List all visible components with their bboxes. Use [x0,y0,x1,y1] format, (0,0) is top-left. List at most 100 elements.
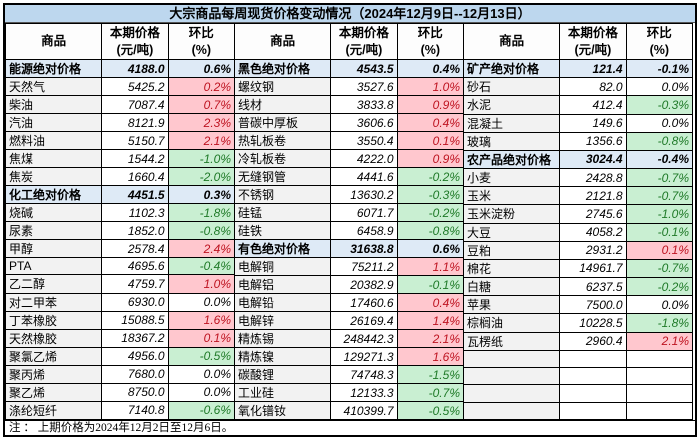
price-cell: 4441.6 [330,167,398,186]
commodity-cell: 黑色绝对价格 [233,59,332,78]
change-cell: 0.0% [625,113,694,133]
change-cell: -0.2% [396,203,465,222]
commodity-cell: 电解铝 [233,275,332,294]
table-row: 大豆 4058.2 -0.1% [462,222,694,242]
change-cell: 0.1% [167,328,236,348]
commodity-group-table: 商品 本期价格 (元/吨) 环比 (%) 矿产绝对价格 121.4 -0.1% 砂石 82.0 0.… [462,23,694,421]
change-header-line2: (%) [191,42,212,57]
price-cell [559,384,627,403]
price-cell: 7087.4 [101,95,169,115]
change-cell: -1.8% [625,313,694,333]
change-cell: 2.1% [396,329,465,348]
commodity-cell: 不锈钢 [233,185,332,204]
commodity-cell: 化工绝对价格 [4,185,103,205]
table-row: 工业硅 12133.3 -0.7% [233,383,465,402]
commodity-cell: 涤纶短纤 [4,400,103,421]
change-cell: -0.5% [167,346,236,366]
price-cell: 18367.2 [101,328,169,348]
table-row: 不锈钢 13630.2 -0.3% [233,185,465,204]
change-header-line1: 环比 [188,26,214,41]
table-row: 电解锌 26169.4 1.4% [233,311,465,330]
commodity-cell: 混凝土 [462,113,561,133]
change-cell: 0.7% [167,95,236,115]
change-cell: -0.1% [396,275,465,294]
change-cell: 2.4% [167,239,236,259]
change-cell: -0.4% [625,149,694,170]
price-header-line1: 本期价格 [109,26,160,41]
table-title: 大宗商品每周现货价格变动情况（2024年12月9日--12月13日） [5,5,695,23]
commodity-cell: 碳酸锂 [233,365,332,384]
price-cell: 13630.2 [330,185,398,204]
table-row: 瓦楞纸 2960.4 2.1% [462,331,694,351]
table-row: 精炼锡 248442.3 2.1% [233,329,465,348]
header-row: 商品 本期价格 (元/吨) 环比 (%) [233,23,465,60]
price-cell: 2121.8 [559,186,627,206]
commodity-cell: 电解铅 [233,293,332,312]
commodity-cell: 焦炭 [4,167,103,187]
change-cell: 0.9% [396,149,465,168]
price-cell: 1544.2 [101,149,169,169]
commodity-cell: 硅铁 [233,221,332,240]
change-cell: -1.8% [167,203,236,223]
table-row: 天然气 5425.2 0.2% [4,77,236,97]
table-row: 电解铝 20382.9 -0.1% [233,275,465,294]
commodity-cell: 天然橡胶 [4,328,103,348]
change-cell: -0.8% [396,221,465,240]
commodity-cell: 无缝钢管 [233,167,332,186]
price-header-line2: (元/吨) [116,42,154,57]
change-cell: -0.5% [396,401,465,420]
change-cell: -0.1% [625,222,694,242]
commodity-cell: 汽油 [4,113,103,133]
price-cell: 20382.9 [330,275,398,294]
commodity-cell: 白糖 [462,277,561,297]
commodity-cell: 棕榈油 [462,313,561,333]
header-row: 商品 本期价格 (元/吨) 环比 (%) [462,23,694,60]
table-row [462,401,694,421]
price-cell: 5150.7 [101,131,169,151]
commodity-cell [462,349,561,369]
change-cell: -0.1% [625,58,694,79]
price-cell [559,401,627,421]
price-header-line2: (元/吨) [345,42,383,57]
change-cell: 0.4% [396,59,465,78]
change-cell [625,384,694,403]
table-row: 玉米淀粉 2745.6 -1.0% [462,204,694,224]
commodity-cell: 有色绝对价格 [233,239,332,258]
commodity-cell: 小麦 [462,168,561,188]
commodity-cell: 燃料油 [4,131,103,151]
table-row: 烧碱 1102.3 -1.8% [4,203,236,223]
table-row: 电解铜 75211.2 1.1% [233,257,465,276]
price-cell: 3606.6 [330,113,398,132]
change-cell: 0.0% [625,77,694,97]
table-row: 硅锰 6071.7 -0.2% [233,203,465,222]
table-row: 苹果 7500.0 0.0% [462,295,694,315]
price-cell: 149.6 [559,113,627,133]
price-cell: 75211.2 [330,257,398,276]
commodity-cell: 棉花 [462,258,561,279]
change-cell: 1.6% [396,347,465,366]
price-column-header: 本期价格 (元/吨) [559,23,627,60]
commodity-cell: 冷轧板卷 [233,149,332,168]
commodity-cell: 氧化镨钕 [233,401,332,420]
change-cell: 1.4% [396,311,465,330]
table-row: 玉米 2121.8 -0.7% [462,186,694,206]
change-cell: 0.0% [167,364,236,384]
change-cell: 0.1% [625,240,694,260]
price-column-header: 本期价格 (元/吨) [330,23,398,60]
price-cell: 410399.7 [330,401,398,420]
table-row: 聚丙烯 7680.0 0.0% [4,364,236,384]
commodity-cell: 玻璃 [462,131,561,151]
commodity-cell: 乙二醇 [4,274,103,294]
change-column-header: 环比 (%) [625,23,694,60]
change-header-line1: 环比 [417,26,443,41]
price-cell: 7500.0 [559,295,627,315]
price-cell: 7680.0 [101,364,169,384]
table-row: 玻璃 1356.6 -0.8% [462,131,694,151]
table-row: 硅铁 6458.9 -0.8% [233,221,465,240]
price-cell: 1660.4 [101,167,169,187]
change-cell: 1.6% [167,310,236,330]
commodity-cell: 聚乙烯 [4,382,103,402]
commodity-cell: 柴油 [4,95,103,115]
change-cell: 0.9% [396,95,465,114]
price-cell: 6237.5 [559,277,627,297]
